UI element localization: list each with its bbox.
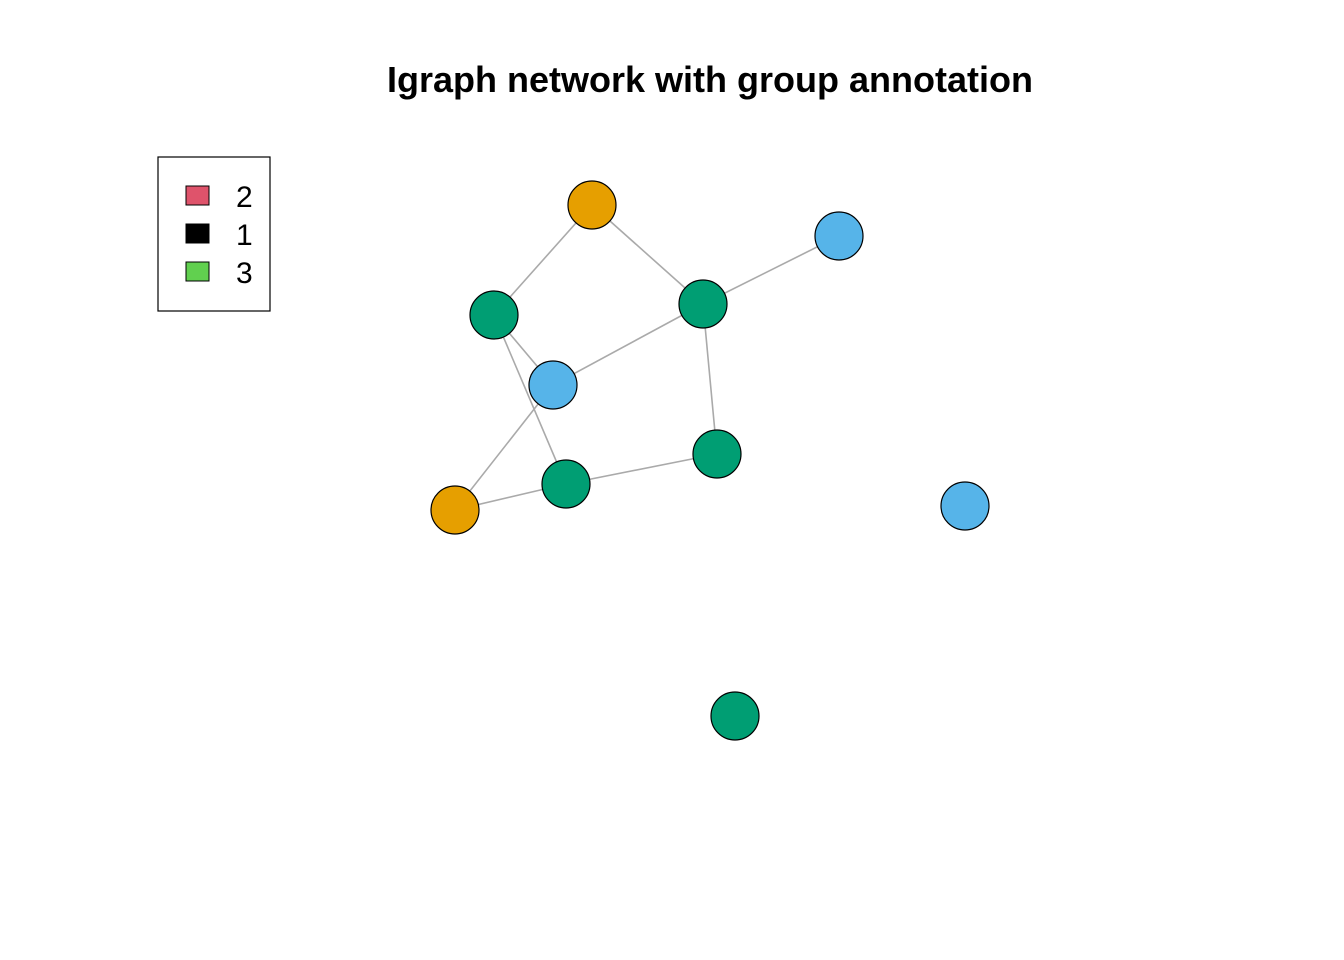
legend: 2 1 3 bbox=[157, 156, 271, 312]
legend-box bbox=[157, 156, 271, 312]
node-n10 bbox=[710, 691, 760, 741]
edge-n7-n6 bbox=[565, 453, 718, 485]
plot-title: Igraph network with group annotation bbox=[387, 59, 1033, 100]
network-nodes bbox=[430, 180, 990, 741]
node-n5 bbox=[528, 360, 578, 410]
node-n1 bbox=[567, 180, 617, 230]
network-edges bbox=[454, 204, 840, 511]
legend-label-3: 3 bbox=[236, 257, 253, 290]
legend-label-1: 1 bbox=[236, 219, 253, 252]
node-n7 bbox=[541, 459, 591, 509]
edge-n4-n6 bbox=[702, 303, 718, 455]
edge-n1-n4 bbox=[591, 204, 704, 305]
edge-n4-n5 bbox=[552, 303, 704, 386]
node-n2 bbox=[814, 211, 864, 261]
node-n3 bbox=[469, 290, 519, 340]
edge-n4-n2 bbox=[702, 235, 840, 305]
legend-swatch-3 bbox=[185, 261, 210, 282]
node-n8 bbox=[430, 485, 480, 535]
legend-label-2: 2 bbox=[236, 181, 253, 214]
edge-n3-n7 bbox=[493, 314, 567, 485]
legend-items: 2 1 3 bbox=[185, 181, 253, 290]
legend-swatch-2 bbox=[185, 185, 210, 206]
legend-swatch-1 bbox=[185, 223, 210, 244]
node-n6 bbox=[692, 429, 742, 479]
node-n9 bbox=[940, 481, 990, 531]
edge-n5-n8 bbox=[454, 384, 554, 511]
node-n4 bbox=[678, 279, 728, 329]
